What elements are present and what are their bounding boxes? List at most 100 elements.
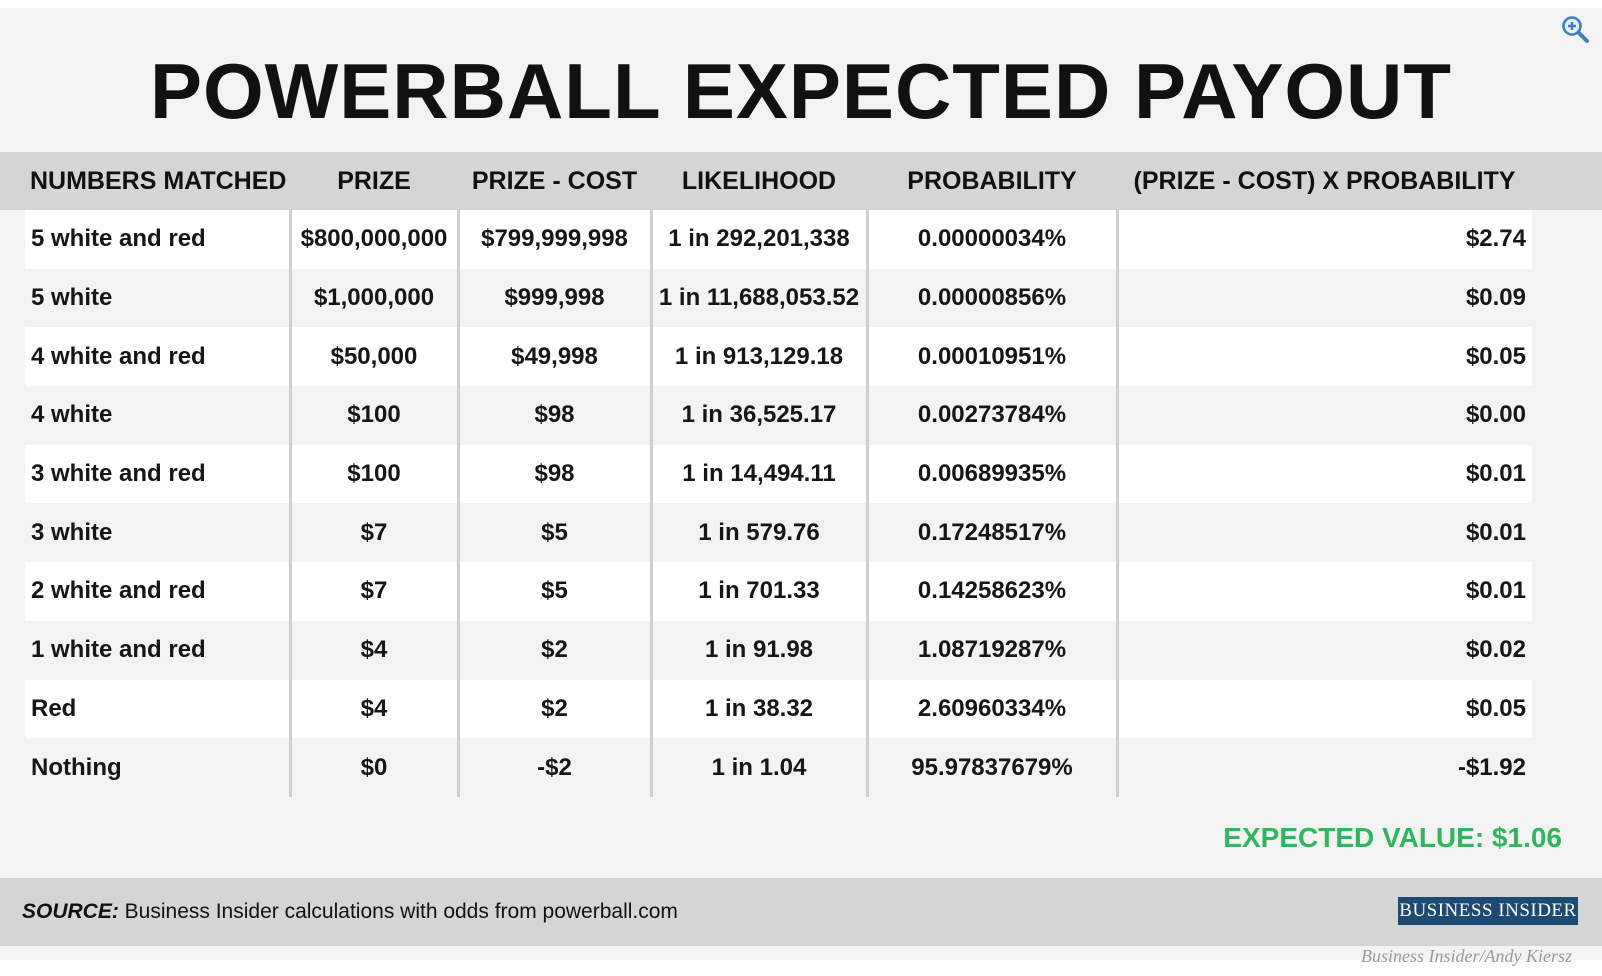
cell-prize: $4 [290,620,460,680]
source-text: Business Insider calculations with odds … [118,900,678,923]
col-header-numbers-matched: NUMBERS MATCHED [30,166,287,195]
cell-numbers-matched: 5 white and red [25,210,292,269]
source-note: SOURCE: Business Insider calculations wi… [22,900,678,924]
col-header-likelihood: LIKELIHOOD [681,166,837,195]
table-row: 2 white and red $7 $5 1 in 701.33 0.1425… [0,562,1602,621]
cell-weighted: $0.01 [1117,562,1532,621]
cell-numbers-matched: 1 white and red [25,620,292,680]
cell-prize: $7 [290,503,460,563]
col-header-prize: PRIZE [337,166,411,195]
cell-prize: $0 [290,738,460,797]
cell-prize-cost: $999,998 [458,268,653,328]
row-margin [1532,620,1602,680]
cell-numbers-matched: 2 white and red [25,562,292,621]
cell-probability: 0.00000856% [867,268,1119,328]
table-row: 5 white and red $800,000,000 $799,999,99… [0,210,1602,269]
row-margin [0,562,25,621]
row-margin [1532,386,1602,445]
cell-weighted: $0.00 [1117,386,1532,445]
payout-table-wrap: NUMBERS MATCHED PRIZE PRIZE - COST LIKEL… [0,152,1602,797]
cell-prize: $800,000,000 [290,210,460,269]
cell-likelihood: 1 in 36,525.17 [651,386,869,445]
infographic-card: POWERBALL EXPECTED PAYOUT NUMBERS MA [0,8,1602,960]
row-margin [1532,210,1602,269]
row-margin [0,327,25,387]
cell-weighted: $0.01 [1117,503,1532,563]
header-spacer [1532,152,1602,210]
col-header-probability: PROBABILITY [907,166,1077,195]
cell-prize: $50,000 [290,327,460,387]
cell-likelihood: 1 in 1.04 [651,738,869,797]
footer-band: SOURCE: Business Insider calculations wi… [0,878,1602,946]
cell-likelihood: 1 in 38.32 [651,679,869,739]
table-row: Red $4 $2 1 in 38.32 2.60960334% $0.05 [0,679,1602,739]
cell-probability: 0.00010951% [867,327,1119,387]
cell-weighted: $0.02 [1117,620,1532,680]
cell-weighted: $0.05 [1117,679,1532,739]
cell-numbers-matched: 5 white [25,268,292,328]
cell-probability: 0.17248517% [867,503,1119,563]
cell-prize: $7 [290,562,460,621]
image-credit: Business Insider/Andy Kiersz [1361,946,1572,966]
cell-likelihood: 1 in 701.33 [651,562,869,621]
table-row: 1 white and red $4 $2 1 in 91.98 1.08719… [0,620,1602,680]
table-row: 3 white and red $100 $98 1 in 14,494.11 … [0,444,1602,504]
cell-prize-cost: $5 [458,503,653,563]
row-margin [0,444,25,504]
row-margin [0,268,25,328]
cell-probability: 0.14258623% [867,562,1119,621]
table-row: 5 white $1,000,000 $999,998 1 in 11,688,… [0,268,1602,328]
cell-probability: 0.00000034% [867,210,1119,269]
cell-prize: $4 [290,679,460,739]
row-margin [1532,679,1602,739]
row-margin [0,738,25,797]
table-row: 4 white and red $50,000 $49,998 1 in 913… [0,327,1602,387]
row-margin [1532,503,1602,563]
cell-prize: $100 [290,444,460,504]
cell-numbers-matched: 3 white [25,503,292,563]
col-header-prize-cost: PRIZE - COST [471,166,638,195]
cell-prize-cost: $799,999,998 [458,210,653,269]
cell-likelihood: 1 in 579.76 [651,503,869,563]
row-margin [0,503,25,563]
cell-weighted: -$1.92 [1117,738,1532,797]
row-margin [0,210,25,269]
payout-table: NUMBERS MATCHED PRIZE PRIZE - COST LIKEL… [0,152,1602,797]
cell-likelihood: 1 in 91.98 [651,620,869,680]
cell-likelihood: 1 in 292,201,338 [651,210,869,269]
cell-prize-cost: $98 [458,444,653,504]
row-margin [0,386,25,445]
cell-numbers-matched: Red [25,679,292,739]
cell-prize-cost: $2 [458,679,653,739]
cell-probability: 0.00689935% [867,444,1119,504]
table-row: Nothing $0 -$2 1 in 1.04 95.97837679% -$… [0,738,1602,797]
business-insider-logo[interactable]: BUSINESS INSIDER [1398,897,1578,925]
source-label: SOURCE: [22,900,119,923]
cell-likelihood: 1 in 913,129.18 [651,327,869,387]
col-header-weighted: (PRIZE - COST) X PROBABILITY [1133,166,1516,195]
cell-prize-cost: $5 [458,562,653,621]
row-margin [1532,444,1602,504]
cell-prize-cost: $98 [458,386,653,445]
cell-prize-cost: -$2 [458,738,653,797]
table-row: 4 white $100 $98 1 in 36,525.17 0.002737… [0,386,1602,445]
cell-prize-cost: $49,998 [458,327,653,387]
cell-numbers-matched: Nothing [25,738,292,797]
zoom-in-icon[interactable] [1560,14,1590,44]
cell-likelihood: 1 in 14,494.11 [651,444,869,504]
cell-weighted: $2.74 [1117,210,1532,269]
cell-numbers-matched: 4 white [25,386,292,445]
row-margin [1532,327,1602,387]
cell-weighted: $0.09 [1117,268,1532,328]
table-row: 3 white $7 $5 1 in 579.76 0.17248517% $0… [0,503,1602,563]
header-spacer [0,152,25,210]
cell-probability: 1.08719287% [867,620,1119,680]
row-margin [0,620,25,680]
row-margin [1532,738,1602,797]
chart-title: POWERBALL EXPECTED PAYOUT [149,47,1453,135]
expected-value-label: EXPECTED VALUE: $1.06 [1223,822,1562,853]
cell-numbers-matched: 3 white and red [25,444,292,504]
cell-weighted: $0.05 [1117,327,1532,387]
cell-prize-cost: $2 [458,620,653,680]
